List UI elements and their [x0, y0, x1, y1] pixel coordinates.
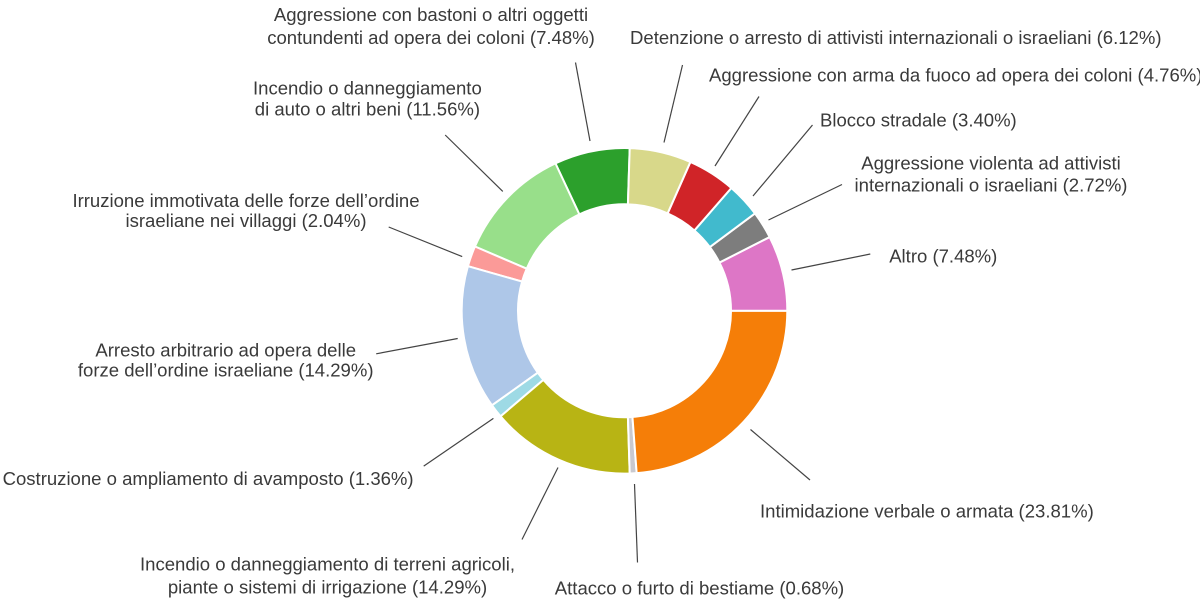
svg-text:piante o sistemi di irrigazion: piante o sistemi di irrigazione (14.29%)	[168, 576, 487, 597]
svg-text:forze dell’ordine israeliane (: forze dell’ordine israeliane (14.29%)	[78, 360, 374, 381]
svg-text:Altro (7.48%): Altro (7.48%)	[889, 246, 997, 267]
svg-text:Aggressione con arma da fuoco: Aggressione con arma da fuoco ad opera d…	[709, 64, 1200, 85]
svg-text:Irruzione immotivata delle for: Irruzione immotivata delle forze dell’or…	[72, 190, 419, 211]
svg-text:Detenzione o arresto di attivi: Detenzione o arresto di attivisti intern…	[630, 27, 1162, 48]
svg-text:Attacco o furto di bestiame (0: Attacco o furto di bestiame (0.68%)	[555, 578, 844, 599]
svg-text:Aggressione con bastoni o altr: Aggressione con bastoni o altri oggetti	[274, 4, 588, 25]
svg-text:internazionali o israeliani (2: internazionali o israeliani (2.72%)	[855, 174, 1128, 195]
svg-text:Arresto arbitrario ad opera de: Arresto arbitrario ad opera delle	[95, 339, 356, 360]
svg-text:di auto o altri beni (11.56%): di auto o altri beni (11.56%)	[255, 98, 480, 119]
svg-text:contundenti ad opera dei colon: contundenti ad opera dei coloni (7.48%)	[267, 27, 595, 48]
svg-text:israeliane nei villaggi (2.04%: israeliane nei villaggi (2.04%)	[125, 210, 366, 231]
svg-text:Costruzione o ampliamento di a: Costruzione o ampliamento di avamposto (…	[3, 468, 414, 489]
svg-text:Aggressione violenta ad attivi: Aggressione violenta ad attivisti	[861, 153, 1121, 174]
svg-text:Incendio o danneggiamento di t: Incendio o danneggiamento di terreni agr…	[140, 553, 515, 574]
svg-text:Incendio o danneggiamento: Incendio o danneggiamento	[253, 77, 482, 98]
svg-text:Blocco stradale (3.40%): Blocco stradale (3.40%)	[820, 109, 1017, 130]
svg-text:Intimidazione verbale o armata: Intimidazione verbale o armata (23.81%)	[760, 500, 1094, 521]
